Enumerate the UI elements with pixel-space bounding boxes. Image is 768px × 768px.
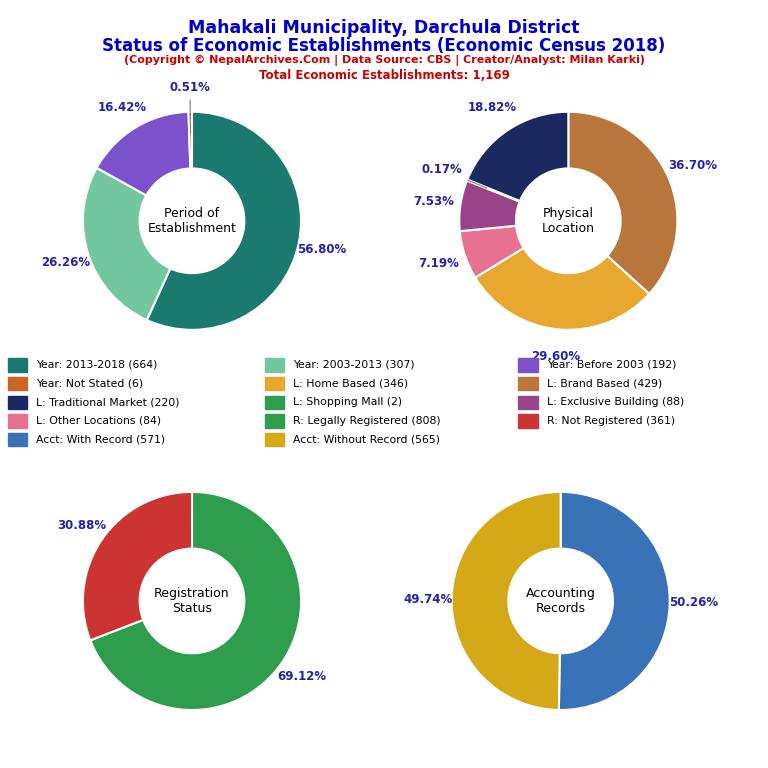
Text: (Copyright © NepalArchives.Com | Data Source: CBS | Creator/Analyst: Milan Karki: (Copyright © NepalArchives.Com | Data So… bbox=[124, 55, 644, 66]
Text: L: Shopping Mall (2): L: Shopping Mall (2) bbox=[293, 397, 402, 407]
Wedge shape bbox=[459, 180, 520, 231]
Bar bbox=[265, 414, 284, 428]
Text: L: Exclusive Building (88): L: Exclusive Building (88) bbox=[547, 397, 684, 407]
Text: Year: 2013-2018 (664): Year: 2013-2018 (664) bbox=[36, 359, 157, 370]
Wedge shape bbox=[460, 226, 524, 277]
Text: L: Other Locations (84): L: Other Locations (84) bbox=[36, 416, 161, 426]
Text: Period of
Establishment: Period of Establishment bbox=[147, 207, 237, 235]
Text: R: Not Registered (361): R: Not Registered (361) bbox=[547, 416, 675, 426]
Wedge shape bbox=[97, 112, 190, 195]
Text: Acct: Without Record (565): Acct: Without Record (565) bbox=[293, 435, 440, 445]
Text: 69.12%: 69.12% bbox=[277, 670, 326, 683]
Text: 49.74%: 49.74% bbox=[403, 594, 452, 607]
Text: 36.70%: 36.70% bbox=[668, 159, 717, 172]
Bar bbox=[518, 414, 538, 428]
Text: L: Brand Based (429): L: Brand Based (429) bbox=[547, 379, 662, 389]
Bar bbox=[8, 414, 27, 428]
Text: 7.53%: 7.53% bbox=[413, 195, 454, 208]
Text: 0.51%: 0.51% bbox=[170, 81, 210, 133]
Text: 7.19%: 7.19% bbox=[419, 257, 459, 270]
Text: 50.26%: 50.26% bbox=[669, 595, 718, 608]
Bar bbox=[8, 377, 27, 390]
Text: 16.42%: 16.42% bbox=[98, 101, 147, 114]
Text: 29.60%: 29.60% bbox=[531, 350, 580, 363]
Text: Status of Economic Establishments (Economic Census 2018): Status of Economic Establishments (Econo… bbox=[102, 37, 666, 55]
Wedge shape bbox=[91, 492, 301, 710]
Wedge shape bbox=[475, 248, 649, 329]
Wedge shape bbox=[147, 111, 301, 330]
Bar bbox=[265, 396, 284, 409]
Bar bbox=[265, 433, 284, 446]
Wedge shape bbox=[468, 111, 568, 201]
Text: Year: Not Stated (6): Year: Not Stated (6) bbox=[36, 379, 143, 389]
Text: 0.17%: 0.17% bbox=[422, 164, 487, 188]
Text: 26.26%: 26.26% bbox=[41, 256, 90, 269]
Bar bbox=[518, 358, 538, 372]
Text: Year: 2003-2013 (307): Year: 2003-2013 (307) bbox=[293, 359, 415, 370]
Wedge shape bbox=[452, 492, 561, 710]
Bar bbox=[518, 396, 538, 409]
Text: 30.88%: 30.88% bbox=[58, 519, 107, 532]
Text: Physical
Location: Physical Location bbox=[541, 207, 595, 235]
Text: Acct: With Record (571): Acct: With Record (571) bbox=[36, 435, 165, 445]
Wedge shape bbox=[83, 168, 170, 320]
Text: R: Legally Registered (808): R: Legally Registered (808) bbox=[293, 416, 441, 426]
Bar bbox=[265, 358, 284, 372]
Text: 56.80%: 56.80% bbox=[297, 243, 346, 256]
Text: Year: Before 2003 (192): Year: Before 2003 (192) bbox=[547, 359, 676, 370]
Wedge shape bbox=[559, 492, 670, 710]
Bar bbox=[8, 358, 27, 372]
Bar bbox=[8, 396, 27, 409]
Text: L: Home Based (346): L: Home Based (346) bbox=[293, 379, 409, 389]
Wedge shape bbox=[467, 180, 520, 201]
Bar bbox=[518, 377, 538, 390]
Wedge shape bbox=[83, 492, 192, 641]
Bar bbox=[8, 433, 27, 446]
Wedge shape bbox=[188, 111, 192, 168]
Text: 18.82%: 18.82% bbox=[468, 101, 517, 114]
Text: L: Traditional Market (220): L: Traditional Market (220) bbox=[36, 397, 180, 407]
Text: Accounting
Records: Accounting Records bbox=[526, 587, 595, 615]
Wedge shape bbox=[568, 111, 677, 294]
Text: Mahakali Municipality, Darchula District: Mahakali Municipality, Darchula District bbox=[188, 19, 580, 37]
Text: Registration
Status: Registration Status bbox=[154, 587, 230, 615]
Bar bbox=[265, 377, 284, 390]
Text: Total Economic Establishments: 1,169: Total Economic Establishments: 1,169 bbox=[259, 69, 509, 82]
